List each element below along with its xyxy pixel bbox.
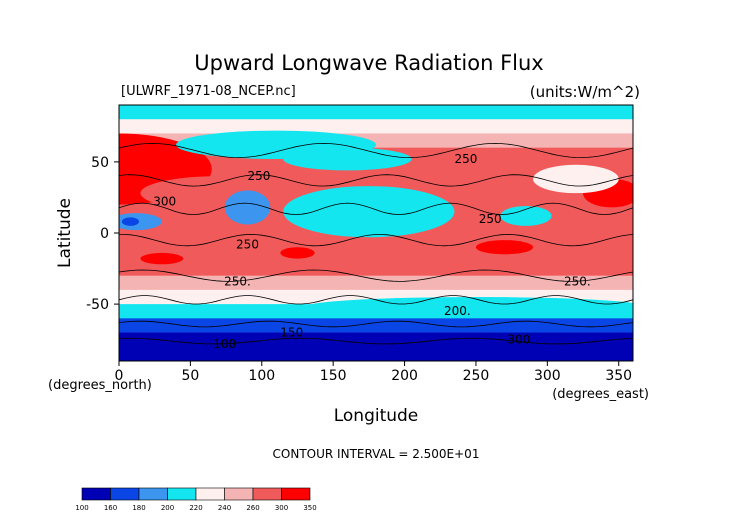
x-tick-label: 0 [115,368,124,384]
contour-line [119,174,633,187]
x-tick-label: 200 [391,368,418,384]
y-axis-ticks: -50 0 50 [86,155,119,313]
contour-line [119,320,633,328]
contour-label: 150 [280,326,303,340]
contour-label: 100 [213,337,236,351]
y-tick-label: -50 [86,297,109,313]
x-tick-label: 300 [534,368,561,384]
field-feature [121,217,139,226]
contour-interval-text: CONTOUR INTERVAL = 2.500E+01 [273,447,480,461]
colorbar-swatch [110,487,140,501]
contour-label: 200. [444,304,471,318]
colorbar-tick-label: 220 [189,504,202,512]
field-feature [224,190,271,225]
colorbar-tick-label: 180 [132,504,145,512]
y-axis-units: (degrees_north) [48,378,152,393]
contour-label: 250 [236,237,259,251]
colorbar-swatch [81,487,111,501]
contour-line [119,269,633,282]
zonal-band [119,332,633,348]
x-axis-label: Longitude [334,406,419,426]
colorbar-tick-label: 160 [104,504,117,512]
field-feature [176,130,376,160]
y-tick-label: 50 [91,155,109,171]
chart-title: Upward Longwave Radiation Flux [194,51,543,75]
contour-label: 250 [479,212,502,226]
dataset-label: [ULWRF_1971-08_NCEP.nc] [121,84,296,99]
contour-line [119,142,633,159]
x-tick-label: 50 [181,368,199,384]
plot-area: 250 250 300 250 250 250. 250. 200. 150 100 300 [119,105,633,361]
colorbar: 100 160 180 200 220 240 260 300 350 [75,487,317,512]
regional-features [119,130,633,317]
field-feature [304,297,633,317]
contour-line [119,295,633,305]
field-feature [475,240,534,255]
colorbar-tick-label: 240 [218,504,231,512]
x-axis-units: (degrees_east) [552,387,649,402]
zonal-band [119,275,633,291]
contour-label: 250. [564,274,591,288]
contour-labels: 250 250 300 250 250 250. 250. 200. 150 100 300 [153,152,590,351]
field-feature [283,186,455,238]
contour-label: 300 [153,195,176,209]
x-tick-label: 100 [248,368,275,384]
contour-lines [119,142,633,345]
contour-line [119,337,633,345]
colorbar-swatch [167,487,197,501]
units-label: (units:W/m^2) [530,83,640,101]
contour-line [119,233,633,247]
colorbar-tick-label: 350 [303,504,316,512]
field-feature [500,205,552,226]
zonal-band [119,346,633,361]
x-axis-ticks: 0 50 100 150 200 250 300 350 [115,361,632,384]
zonal-band [119,119,633,134]
x-tick-label: 250 [463,368,490,384]
colorbar-swatch [281,487,311,501]
field-feature [140,252,184,265]
colorbar-tick-label: 100 [75,504,88,512]
colorbar-tick-label: 200 [161,504,174,512]
contour-label: 250 [247,169,270,183]
field-feature [119,213,162,231]
contour-label: 250 [454,152,477,166]
colorbar-tick-label: 260 [246,504,259,512]
colorbar-swatch [252,487,282,501]
zonal-band [119,105,633,120]
colorbar-swatch [224,487,254,501]
colorbar-swatch [195,487,225,501]
contour-label: 300 [507,333,530,347]
contour-label: 250. [224,274,251,288]
contour-line [119,202,633,215]
colorbar-swatch [138,487,168,501]
field-feature [280,247,315,259]
y-tick-label: 0 [100,226,109,242]
field-feature [533,164,619,194]
colorbar-tick-label: 300 [275,504,288,512]
y-axis-label: Latitude [55,198,75,268]
x-tick-label: 350 [605,368,632,384]
x-tick-label: 150 [320,368,347,384]
zonal-band [119,318,633,334]
